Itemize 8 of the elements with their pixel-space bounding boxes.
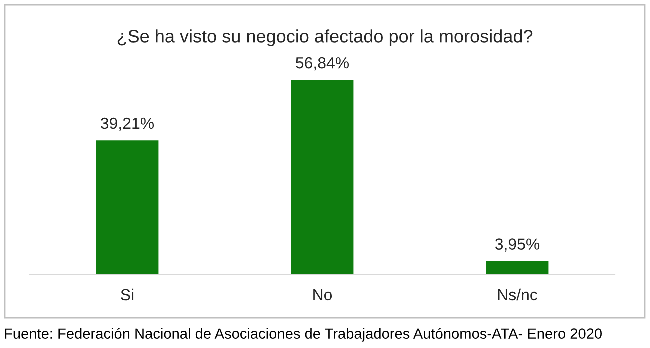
data-label: 3,95% xyxy=(495,238,540,252)
x-tick-label: Si xyxy=(121,288,134,301)
chart-title: ¿Se ha visto su negocio afectado por la morosidad? xyxy=(118,30,533,46)
x-tick-label: Ns/nc xyxy=(498,288,538,301)
data-label: 56,84% xyxy=(296,57,350,71)
x-tick-label: No xyxy=(314,289,332,301)
data-label: 39,21% xyxy=(101,118,154,132)
source-note: Fuente: Federación Nacional de Asociaciones de Trabajadores Autónomos-ATA- Enero 2020 xyxy=(5,328,602,342)
